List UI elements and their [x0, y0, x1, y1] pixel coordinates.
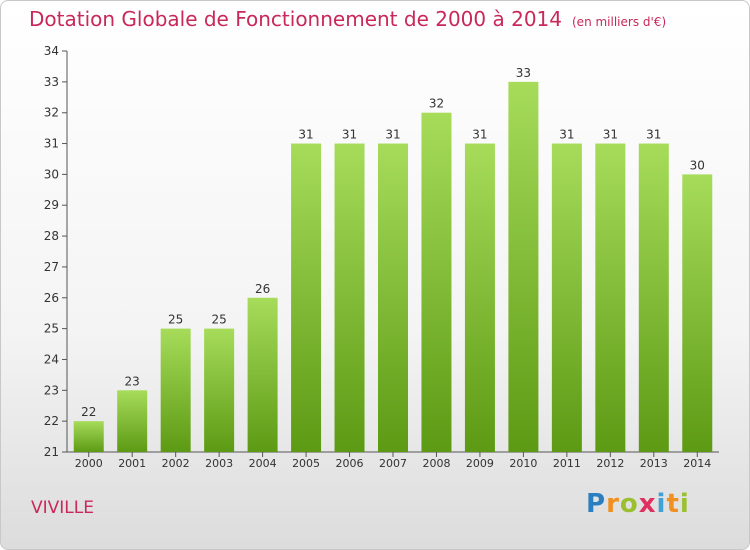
data-label: 31 [559, 128, 574, 142]
data-label: 25 [168, 313, 183, 327]
chart-subtitle: (en milliers d'€) [572, 15, 667, 29]
bar [291, 143, 322, 453]
y-tick-label: 28 [44, 229, 59, 243]
y-tick-label: 33 [44, 75, 59, 89]
x-tick-label: 2012 [596, 457, 624, 470]
x-tick-label: 2005 [292, 457, 320, 470]
data-label: 31 [342, 128, 357, 142]
data-label: 30 [690, 158, 705, 172]
bar [334, 143, 365, 453]
y-tick-label: 21 [44, 445, 59, 459]
bar [682, 174, 713, 452]
bar [595, 143, 626, 453]
data-label: 26 [255, 282, 270, 296]
x-tick-label: 2003 [205, 457, 233, 470]
bar [638, 143, 669, 453]
y-tick-label: 26 [44, 291, 59, 305]
bar [508, 81, 539, 452]
bar [421, 112, 452, 452]
data-label: 31 [603, 128, 618, 142]
x-tick-label: 2014 [683, 457, 711, 470]
x-tick-label: 2006 [336, 457, 364, 470]
data-label: 32 [429, 97, 444, 111]
y-tick-label: 25 [44, 322, 59, 336]
y-tick-label: 32 [44, 106, 59, 120]
bar [464, 143, 495, 453]
y-tick-label: 22 [44, 414, 59, 428]
bar [117, 390, 148, 452]
y-tick-label: 31 [44, 137, 59, 151]
data-label: 25 [211, 313, 226, 327]
x-tick-label: 2011 [553, 457, 581, 470]
bar [160, 328, 191, 452]
x-tick-label: 2002 [162, 457, 190, 470]
x-tick-label: 2001 [118, 457, 146, 470]
bar [551, 143, 582, 453]
data-label: 33 [516, 66, 531, 80]
y-tick-label: 34 [44, 44, 59, 58]
commune-name: VIVILLE [31, 498, 94, 518]
bar [378, 143, 408, 453]
x-tick-label: 2008 [422, 457, 450, 470]
bar [247, 297, 278, 452]
bar [204, 328, 235, 452]
y-tick-label: 23 [44, 383, 59, 397]
x-tick-label: 2007 [379, 457, 407, 470]
data-label: 31 [472, 128, 487, 142]
data-label: 31 [646, 128, 661, 142]
x-tick-label: 2009 [466, 457, 494, 470]
chart-title: Dotation Globale de Fonctionnement de 20… [29, 7, 562, 31]
data-label: 23 [125, 374, 140, 388]
bar [73, 421, 104, 452]
chart-title-line: Dotation Globale de Fonctionnement de 20… [29, 7, 666, 31]
x-tick-label: 2004 [249, 457, 277, 470]
proxiti-logo: Proxiti [586, 489, 690, 519]
y-tick-label: 30 [44, 167, 59, 181]
data-label: 31 [385, 128, 400, 142]
x-tick-label: 2013 [640, 457, 668, 470]
x-tick-label: 2000 [75, 457, 103, 470]
y-tick-label: 24 [44, 352, 59, 366]
data-label: 31 [298, 128, 313, 142]
x-tick-label: 2010 [509, 457, 537, 470]
y-tick-label: 27 [44, 260, 59, 274]
data-label: 22 [81, 405, 96, 419]
y-tick-label: 29 [44, 198, 59, 212]
